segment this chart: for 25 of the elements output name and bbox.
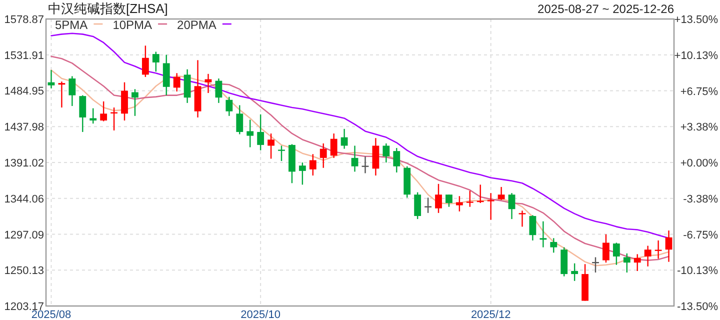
y-tick-label: 1344.06 (4, 193, 44, 206)
y-tick-label: 1391.02 (4, 158, 44, 170)
x-tick-label: 2025/12 (470, 309, 511, 320)
y2-tick-label: -13.50% (677, 301, 718, 313)
y2-tick-label: +6.75% (680, 86, 718, 98)
y2-tick-label: -10.13% (677, 265, 718, 278)
chart-subtitle: 2025-08-27 ~ 2025-12-26 (538, 2, 674, 16)
y2-tick-label: +3.38% (680, 122, 718, 134)
y2-tick-label: -3.38% (683, 193, 718, 206)
y-tick-label: 1437.98 (4, 122, 44, 134)
y2-tick-label: +13.50% (674, 14, 718, 26)
legend-label: 10PMA (112, 18, 152, 32)
chart-title: 中汉纯碱指数[ZHSA] (48, 1, 168, 16)
y-tick-label: 1250.13 (4, 265, 44, 278)
legend-label: 20PMA (177, 18, 216, 32)
y-tick-label: 1531.91 (4, 50, 44, 62)
y-tick-label: 1297.09 (4, 229, 44, 242)
y2-tick-label: -6.75% (683, 229, 718, 242)
x-tick-label: 2025/08 (31, 309, 72, 320)
x-tick-label: 2025/10 (240, 309, 280, 320)
y-tick-label: 1578.87 (4, 14, 44, 26)
y2-tick-label: +0.00% (680, 158, 718, 170)
y2-tick-label: +10.13% (674, 50, 718, 62)
y-tick-label: 1484.95 (4, 86, 44, 98)
legend-label: 5PMA (55, 18, 88, 32)
